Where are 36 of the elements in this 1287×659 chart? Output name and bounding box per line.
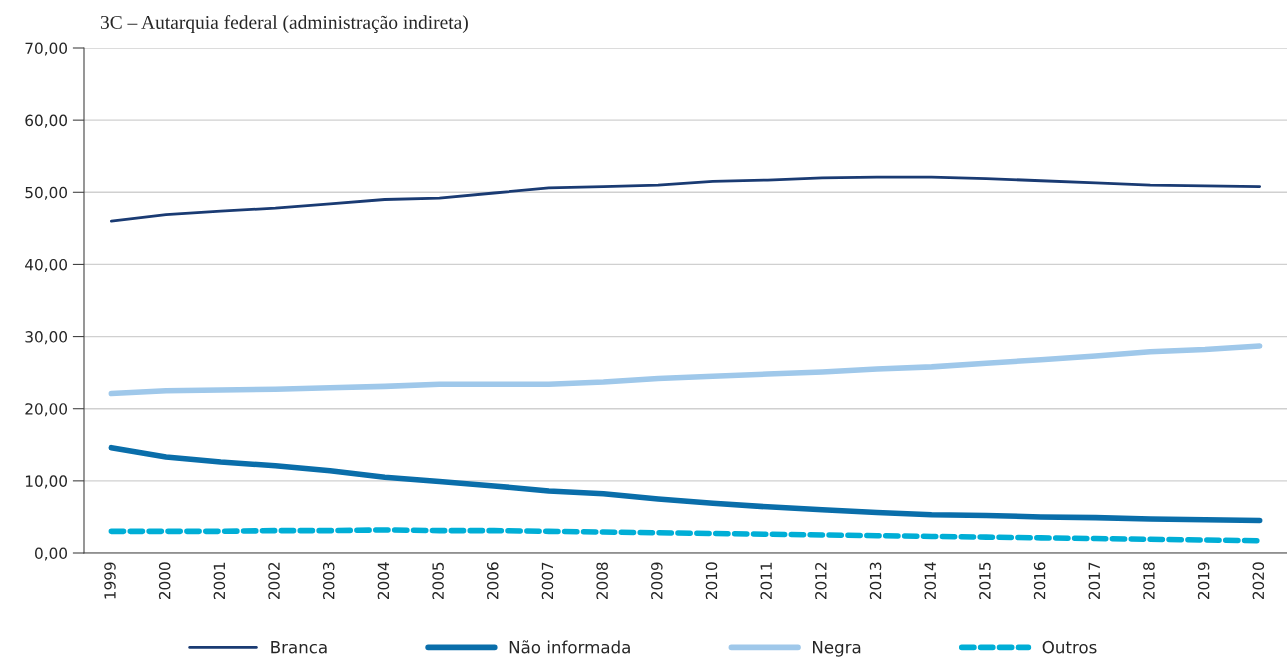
x-tick-label: 2019 — [1197, 562, 1210, 600]
x-tick-label: 2005 — [432, 562, 444, 600]
x-tick-label: 2015 — [979, 562, 991, 600]
x-tick-label: 2009 — [651, 562, 663, 600]
line-series — [109, 175, 1262, 223]
x-tick-label: 2002 — [268, 562, 280, 600]
x-tick-label: 2017 — [1088, 562, 1101, 600]
chart-title: 3C – Autarquia federal (administração indireta) — [100, 15, 468, 33]
y-tick-label: 10,00 — [25, 475, 68, 489]
x-tick-label: 2011 — [760, 562, 772, 600]
x-tick-label: 2008 — [596, 562, 608, 600]
x-tick-label: 2016 — [1033, 562, 1046, 600]
legend-label: Branca — [271, 641, 327, 654]
x-tick-label: 2018 — [1143, 562, 1155, 600]
y-tick-label: 60,00 — [25, 114, 68, 128]
x-tick-label: 2004 — [377, 562, 390, 600]
x-tick-label: 2007 — [541, 562, 554, 600]
legend-label: Não informada — [509, 640, 630, 654]
x-tick-label: 2010 — [705, 562, 718, 600]
y-tick-label: 30,00 — [25, 331, 68, 345]
x-tick-label: 2000 — [158, 562, 171, 600]
y-tick-label: 50,00 — [25, 186, 68, 200]
x-tick-label: 2013 — [869, 562, 882, 600]
x-tick-label: 2001 — [213, 562, 226, 600]
x-tick-label: 1999 — [104, 562, 116, 599]
legend-label: Outros — [1042, 640, 1097, 654]
x-tick-label: 2006 — [486, 562, 499, 600]
y-tick-label: 20,00 — [25, 403, 68, 417]
y-tick-label: 0,00 — [35, 547, 68, 561]
x-tick-label: 2020 — [1252, 562, 1265, 600]
legend-label: Negra — [813, 641, 861, 657]
x-tick-label: 2012 — [815, 562, 827, 600]
y-tick-label: 70,00 — [25, 42, 68, 56]
x-tick-label: 2014 — [924, 562, 936, 600]
x-tick-label: 2003 — [322, 562, 335, 600]
y-tick-label: 40,00 — [25, 258, 68, 273]
